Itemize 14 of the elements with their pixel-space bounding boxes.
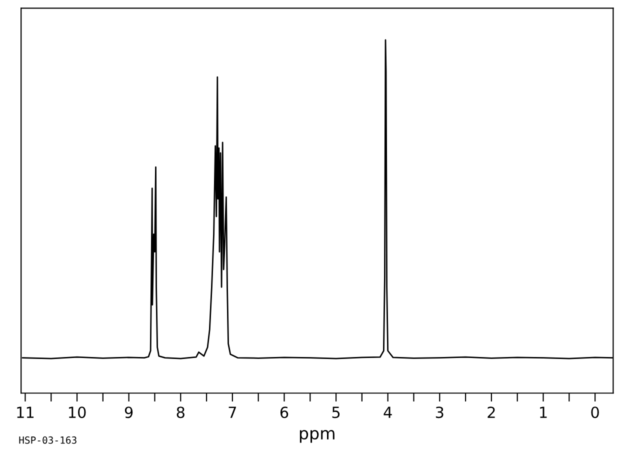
x-tick-label: 9 [124,406,133,418]
x-tick-label: 2 [488,406,495,418]
x-tick-label: 4 [384,406,392,418]
x-axis-title: ppm [300,430,334,443]
x-tick-label: 8 [176,406,184,418]
x-tick-label: 10 [68,406,86,418]
x-tick-label: 0 [591,406,599,418]
x-tick-label: 3 [436,406,444,418]
x-tick-label: 1 [540,406,547,418]
x-tick-label: 11 [17,406,34,418]
x-tick-label: 6 [280,406,288,418]
x-tick-label: 5 [332,406,340,418]
text: HSP-03-163 [19,436,76,444]
x-tick-label: 7 [228,406,236,418]
